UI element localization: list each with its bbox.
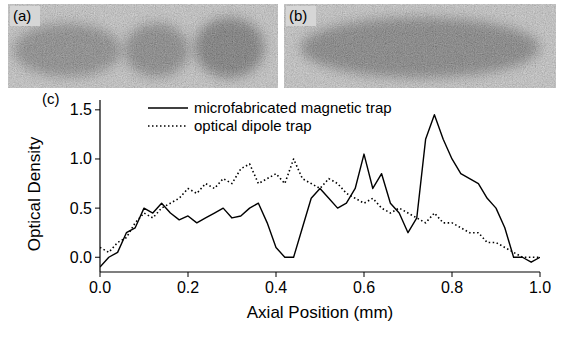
y-tick-label: 1.0	[70, 150, 92, 167]
legend-label: optical dipole trap	[194, 117, 312, 134]
absorption-image: (b)	[284, 4, 556, 88]
x-tick-label: 0.2	[177, 279, 199, 296]
x-tick-label: 1.0	[529, 279, 551, 296]
legend-swatch	[148, 107, 188, 108]
y-axis-title: Optical Density	[25, 136, 44, 251]
legend: microfabricated magnetic trapoptical dip…	[148, 99, 392, 134]
axes: 0.0 0.5 1.0 1.5 0.0 0.2 0.4 0.6 0.8 1.0	[70, 100, 551, 296]
y-tick	[95, 257, 100, 258]
plot-area	[100, 115, 540, 267]
figure: (a) (b) 0.0 0.5 1.0 1.5 0.0 0.2 0.4 0.6 0.8 1.0 Axia…	[0, 0, 563, 342]
x-tick-label: 0.6	[353, 279, 375, 296]
x-tick	[276, 272, 277, 277]
x-tick	[100, 272, 101, 277]
y-tick	[95, 158, 100, 159]
y-tick	[95, 109, 100, 110]
y-tick	[95, 208, 100, 209]
y-tick-label: 1.5	[70, 101, 92, 118]
series-line	[100, 159, 540, 257]
absorption-image: (a)	[8, 4, 278, 88]
x-axis-title: Axial Position (mm)	[247, 303, 393, 322]
series-line	[100, 115, 540, 267]
panel-label: (b)	[289, 7, 307, 24]
x-tick-label: 0.8	[441, 279, 463, 296]
x-tick	[540, 272, 541, 277]
panel-label: (c)	[42, 90, 60, 107]
y-tick-label: 0.5	[70, 200, 92, 217]
x-tick	[364, 272, 365, 277]
legend-swatch	[148, 125, 188, 127]
panel-label: (a)	[13, 7, 31, 24]
legend-label: microfabricated magnetic trap	[194, 99, 392, 116]
x-axis	[100, 271, 540, 272]
x-tick	[188, 272, 189, 277]
y-tick-label: 0.0	[70, 249, 92, 266]
y-axis	[99, 100, 100, 272]
x-tick	[452, 272, 453, 277]
x-tick-label: 0.4	[265, 279, 287, 296]
x-tick-label: 0.0	[89, 279, 111, 296]
